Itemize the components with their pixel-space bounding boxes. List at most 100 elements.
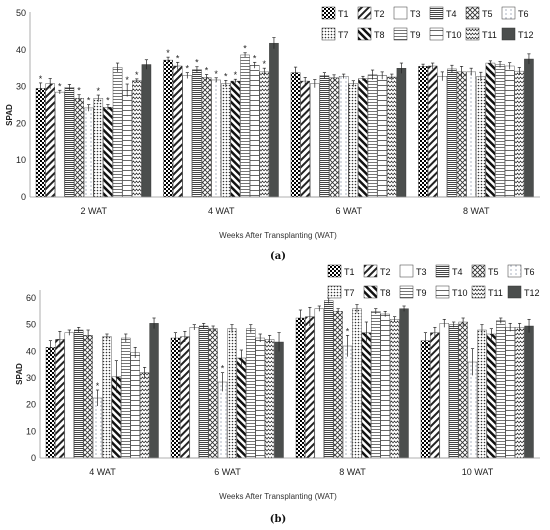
bar-t2 [180,336,190,459]
bar-t8 [485,62,496,198]
legend-label: T12 [524,288,540,298]
bar-t7 [227,328,237,459]
legend-swatch [399,264,414,278]
bar-t12 [269,42,279,198]
legend-item: T9 [393,27,421,41]
legend-swatch [501,6,516,20]
bar-t11 [387,76,397,198]
bar-t10 [249,65,260,198]
bar-t7 [348,83,359,198]
bar-t10 [130,352,140,459]
legend-item: T7 [321,27,349,41]
significance-marker: * [87,96,91,106]
legend-item: T3 [399,264,427,278]
bar-t4 [192,69,202,198]
bar-t1 [418,66,428,198]
y-tick-label: 50 [16,8,26,18]
bar-t8 [236,357,247,459]
legend-item: T11 [471,285,503,299]
legend-swatch [321,6,336,20]
legend-item: T9 [399,285,427,299]
x-tick-label: 2 WAT [81,206,108,216]
y-tick-label: 20 [26,400,36,410]
bar-t11 [139,372,150,459]
legend-swatch [429,6,444,20]
significance-marker: * [125,75,129,85]
legend-swatch [471,285,486,299]
significance-marker: * [176,53,180,63]
bar-group: * [170,322,284,459]
legend-a: T1 T2 T3 T4 T5 T6 T7 T8 T9 T10 T11 T12 [321,6,534,41]
bar-t4 [447,68,457,198]
bar-t8 [103,107,113,198]
y-tick-label: 20 [16,118,26,128]
y-tick-label: 0 [21,192,26,202]
legend-label: T1 [344,267,355,277]
legend-item: T3 [393,6,421,20]
x-tick-label: 6 WAT [336,206,363,216]
bar-group [418,53,534,198]
legend-label: T8 [380,288,391,298]
legend-item: T2 [363,264,391,278]
legend-item: T7 [327,285,355,299]
legend-label: T5 [488,267,499,277]
y-tick-label: 50 [26,320,36,330]
bar-t7 [352,308,362,459]
legend-swatch [465,27,480,41]
bar-t4 [199,325,209,459]
bar-t10 [380,313,390,459]
bar-t11 [264,339,275,459]
bar-t6 [342,345,353,459]
legend-item: T10 [429,27,462,41]
bar-t8 [486,333,497,459]
bar-t7 [221,83,231,198]
significance-marker: * [195,58,199,68]
bar-t6 [466,71,476,198]
legend-label: T6 [524,267,535,277]
legend-swatch [327,264,342,278]
bar-t4 [449,324,459,459]
legend-label: T8 [374,30,385,40]
bar-t11 [389,319,400,459]
bar-t5 [329,77,339,198]
x-tick-label: 4 WAT [89,467,116,477]
legend-item: T4 [429,6,457,20]
bar-t5 [208,328,218,459]
bar-t1 [35,88,46,198]
y-tick-label: 40 [26,346,36,356]
legend-label: T7 [344,288,355,298]
legend-item: T1 [321,6,349,20]
legend-swatch [471,264,486,278]
legend-swatch [507,285,522,299]
bar-t9 [495,64,505,198]
legend-label: T4 [446,9,457,19]
bar-t11 [514,70,525,198]
legend-swatch [357,6,372,20]
significance-marker: * [135,70,139,80]
y-tick-label: 10 [26,426,36,436]
bar-t5 [74,98,84,198]
legend-label: T11 [488,288,503,298]
bar-t3 [189,327,199,459]
legend-swatch [393,27,408,41]
bar-t6 [467,361,478,459]
y-tick-label: 40 [16,45,26,55]
legend-label: T10 [452,288,468,298]
significance-marker: * [166,48,170,58]
bar-t9 [246,328,256,459]
bar-t1 [290,72,301,198]
bar-t5 [458,321,468,459]
significance-marker: * [234,70,238,80]
bar-t4 [319,75,330,198]
legend-label: T2 [380,267,391,277]
bar-t11 [259,71,270,198]
significance-marker: * [77,86,81,96]
bar-t2 [45,83,55,198]
legend-label: T3 [410,9,421,19]
legend-label: T9 [416,288,427,298]
x-tick-label: 6 WAT [214,467,241,477]
significance-marker: * [96,381,100,391]
bar-t9 [496,320,506,459]
